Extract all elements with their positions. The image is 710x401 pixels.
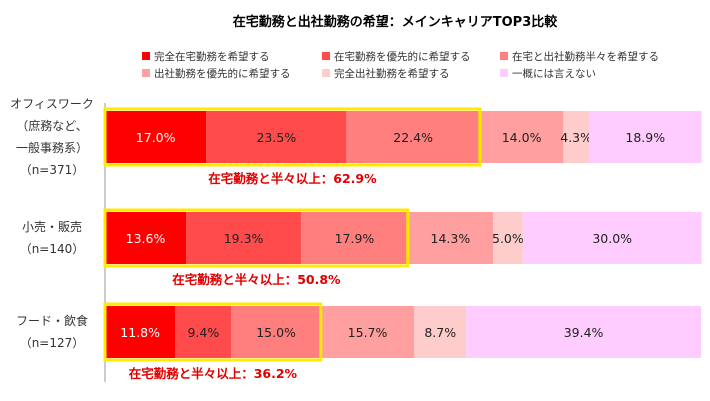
category-label: 小売・販売 — [22, 219, 82, 234]
bar-segment — [414, 306, 467, 358]
bar-segment — [231, 306, 321, 358]
bar-segment — [407, 212, 493, 264]
data-label: 13.6% — [126, 231, 166, 246]
legend-swatch — [322, 69, 330, 77]
bar-segment — [320, 306, 415, 358]
legend-swatch — [500, 69, 508, 77]
legend-label: 一概には言えない — [512, 67, 596, 80]
bar-segment — [346, 111, 480, 163]
data-label: 22.4% — [393, 130, 433, 145]
summary-label: 在宅勤務と半々以上：50.8% — [172, 272, 341, 287]
category-label: （n=371） — [20, 163, 85, 177]
data-label: 30.0% — [592, 231, 632, 246]
highlight-box — [103, 302, 323, 362]
bar-segment — [105, 111, 207, 163]
legend-label: 在宅勤務を優先的に希望する — [334, 50, 471, 63]
data-label: 14.3% — [431, 231, 471, 246]
data-label: 4.3% — [560, 130, 592, 145]
bar-row: 13.6% 19.3% 17.9% 14.3% 5.0% 30.0% 在宅勤務と半々以上：5… — [20, 208, 702, 287]
bar-segment — [588, 111, 702, 163]
bar-rows: 17.0% 23.5% 22.4% 14.0% 4.3% 18.9% 在宅勤務と半々以上：6… — [10, 97, 702, 381]
legend-swatch — [500, 52, 508, 60]
bar-segment — [105, 212, 187, 264]
data-label: 17.0% — [136, 130, 176, 145]
legend-label: 完全在宅勤務を希望する — [154, 50, 270, 63]
legend-label: 在宅と出社勤務半々を希望する — [512, 50, 659, 63]
bar-segment — [563, 111, 589, 163]
bar-segment — [175, 306, 232, 358]
category-label: オフィスワーク — [10, 97, 94, 111]
data-label: 23.5% — [256, 130, 296, 145]
data-label: 14.0% — [502, 130, 542, 145]
category-label: （n=140） — [20, 242, 85, 256]
data-label: 15.0% — [256, 325, 296, 340]
category-label: フード・飲食 — [16, 313, 88, 328]
bar-segment — [522, 212, 702, 264]
legend-label: 出社勤務を優先的に希望する — [154, 67, 291, 80]
legend-swatch — [142, 69, 150, 77]
legend: 完全在宅勤務を希望する 在宅勤務を優先的に希望する 在宅と出社勤務半々を希望する出社… — [142, 50, 659, 80]
data-label: 5.0% — [492, 231, 524, 246]
bar-row: 17.0% 23.5% 22.4% 14.0% 4.3% 18.9% 在宅勤務と半々以上：6… — [10, 97, 702, 186]
legend-label: 完全出社勤務を希望する — [334, 67, 450, 80]
data-label: 19.3% — [224, 231, 264, 246]
bar-segment — [492, 212, 523, 264]
data-label: 9.4% — [187, 325, 219, 340]
category-label: 一般事務系） — [16, 140, 88, 155]
chart-title: 在宅勤務と出社勤務の希望：メインキャリアTOP3比較 — [233, 14, 558, 30]
bar-segment — [206, 111, 347, 163]
legend-swatch — [322, 52, 330, 60]
highlight-box — [103, 208, 410, 268]
data-label: 11.8% — [120, 325, 160, 340]
category-label: （庶務など、 — [16, 118, 87, 133]
data-label: 39.4% — [564, 325, 604, 340]
highlight-box — [103, 107, 482, 167]
bar-segment — [105, 306, 176, 358]
bar-segment — [186, 212, 302, 264]
bar-segment — [301, 212, 408, 264]
data-label: 17.9% — [335, 231, 375, 246]
data-label: 18.9% — [625, 130, 665, 145]
bar-segment — [466, 306, 701, 358]
legend-swatch — [142, 52, 150, 60]
data-label: 15.7% — [348, 325, 388, 340]
summary-label: 在宅勤務と半々以上：36.2% — [129, 366, 298, 381]
bar-row: 11.8% 9.4% 15.0% 15.7% 8.7% 39.4% 在宅勤務と半々以上：36… — [16, 302, 701, 381]
category-label: （n=127） — [20, 336, 85, 350]
data-label: 8.7% — [424, 325, 456, 340]
bar-segment — [479, 111, 564, 163]
summary-label: 在宅勤務と半々以上：62.9% — [208, 171, 377, 186]
